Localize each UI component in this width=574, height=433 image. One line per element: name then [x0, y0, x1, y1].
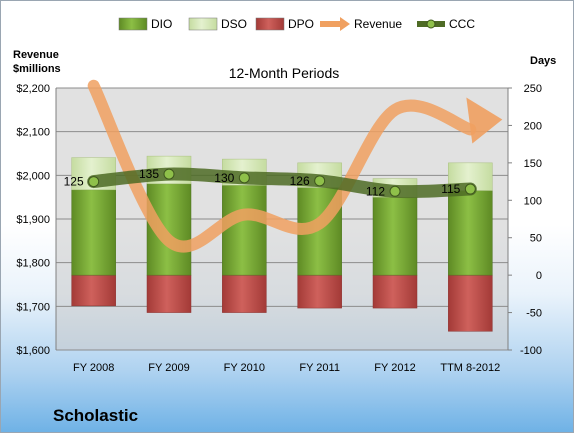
ccc-data-label: 135 — [139, 167, 159, 181]
category-label: FY 2010 — [224, 362, 265, 374]
left-tick-label: $1,800 — [16, 258, 50, 270]
legend-label: CCC — [449, 17, 475, 31]
left-axis-title: Revenue — [13, 49, 59, 61]
left-tick-label: $1,900 — [16, 214, 50, 226]
ccc-data-label: 126 — [290, 174, 310, 188]
revenue-line — [87, 79, 477, 253]
legend-label: DIO — [151, 17, 172, 31]
ccc-marker — [314, 175, 326, 187]
legend-label: Revenue — [354, 17, 402, 31]
ccc-marker — [464, 183, 476, 195]
left-tick-label: $2,200 — [16, 83, 50, 95]
ccc-marker — [163, 168, 175, 180]
bar-dpo — [146, 274, 192, 313]
company-title: Scholastic — [53, 406, 139, 425]
right-tick-label: 150 — [524, 158, 542, 170]
chart-title: 12-Month Periods — [229, 65, 340, 81]
ccc-marker — [238, 172, 250, 184]
ccc-marker — [389, 185, 401, 197]
left-tick-label: $2,000 — [16, 170, 50, 182]
left-axis-title: $millions — [13, 63, 61, 75]
legend-swatch — [118, 17, 148, 31]
category-label: FY 2011 — [299, 362, 340, 374]
legend-label: DSO — [221, 17, 247, 31]
bar-dio — [372, 197, 418, 276]
revenue-arrowhead — [466, 97, 503, 144]
bar-dpo — [372, 274, 418, 309]
legend-swatch — [255, 17, 285, 31]
legend-label: DPO — [288, 17, 314, 31]
bar-dpo — [297, 274, 342, 309]
right-axis-title: Days — [530, 55, 556, 67]
category-label: FY 2008 — [73, 362, 114, 374]
ccc-line — [87, 167, 477, 199]
right-tick-label: 200 — [524, 120, 542, 132]
left-tick-label: $1,700 — [16, 301, 50, 313]
right-tick-label: -100 — [520, 345, 542, 357]
legend-swatch — [340, 17, 350, 31]
bar-dpo — [222, 274, 267, 313]
bar-dio — [448, 190, 493, 276]
bar-dpo — [448, 274, 493, 332]
category-label: FY 2009 — [148, 362, 189, 374]
right-tick-label: 0 — [536, 270, 542, 282]
ccc-data-label: 130 — [214, 171, 234, 185]
bar-dio — [71, 189, 116, 276]
ccc-data-label: 112 — [366, 184, 385, 198]
bar-dpo — [71, 274, 116, 307]
right-tick-label: 100 — [524, 195, 542, 207]
right-tick-label: 250 — [524, 83, 542, 95]
legend-swatch — [188, 17, 218, 31]
category-label: TTM 8-2012 — [440, 362, 500, 374]
category-label: FY 2012 — [374, 362, 415, 374]
bar-dio — [222, 185, 267, 276]
legend-swatch — [426, 19, 436, 29]
left-tick-label: $1,600 — [16, 345, 50, 357]
ccc-data-label: 115 — [441, 182, 460, 196]
left-tick-label: $2,100 — [16, 127, 50, 139]
right-tick-label: 50 — [530, 233, 542, 245]
ccc-data-label: 125 — [64, 175, 84, 189]
ccc-marker — [88, 176, 100, 188]
right-tick-label: -50 — [526, 308, 542, 320]
